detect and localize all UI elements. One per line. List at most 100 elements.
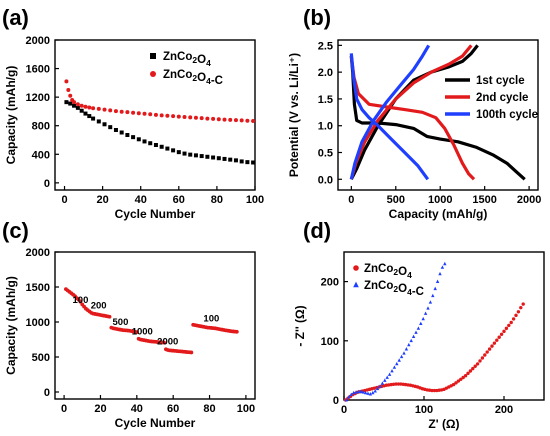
data-point bbox=[478, 359, 482, 363]
data-point bbox=[148, 141, 153, 146]
data-point bbox=[182, 115, 187, 119]
rate-annotation: 500 bbox=[113, 317, 129, 328]
data-point bbox=[176, 150, 181, 155]
x-tick-label: 100 bbox=[246, 194, 264, 206]
data-point bbox=[188, 115, 193, 120]
data-point bbox=[385, 375, 389, 379]
data-point bbox=[378, 384, 382, 388]
data-point bbox=[193, 115, 198, 120]
x-axis-label: Cycle Number bbox=[115, 207, 196, 221]
data-point bbox=[395, 361, 399, 366]
data-point bbox=[113, 109, 118, 114]
data-point bbox=[108, 108, 113, 113]
data-point bbox=[475, 362, 480, 366]
data-point bbox=[79, 108, 84, 113]
data-point bbox=[499, 332, 504, 336]
rate-annotation: 200 bbox=[91, 301, 107, 312]
data-point bbox=[347, 395, 351, 399]
data-point bbox=[68, 101, 73, 106]
data-point bbox=[502, 329, 506, 334]
x-tick-label: 0 bbox=[341, 404, 347, 416]
data-point bbox=[165, 113, 170, 118]
y-tick-label: 0 bbox=[333, 395, 339, 407]
legend-entry: ZnCo2O4 bbox=[163, 51, 211, 68]
data-point bbox=[159, 144, 164, 149]
x-tick-label: 0 bbox=[348, 194, 354, 206]
data-point bbox=[251, 160, 256, 165]
data-point bbox=[245, 160, 250, 165]
data-point bbox=[131, 135, 136, 140]
data-point bbox=[407, 342, 411, 347]
data-point bbox=[233, 118, 238, 123]
series-line bbox=[349, 55, 476, 181]
data-point bbox=[211, 155, 216, 160]
data-point bbox=[251, 119, 256, 123]
y-tick-label: 0 bbox=[44, 387, 50, 399]
data-point bbox=[368, 392, 373, 396]
data-point bbox=[64, 100, 69, 105]
data-point bbox=[516, 310, 521, 314]
data-point bbox=[416, 326, 421, 330]
x-tick-label: 20 bbox=[94, 403, 106, 415]
plot-frame bbox=[337, 39, 539, 191]
data-point bbox=[383, 378, 387, 382]
data-point bbox=[521, 302, 525, 306]
x-tick-label: 80 bbox=[211, 194, 223, 206]
data-point bbox=[432, 388, 437, 393]
data-point bbox=[414, 330, 418, 334]
data-point bbox=[473, 364, 477, 368]
data-point bbox=[390, 368, 394, 373]
data-point bbox=[199, 116, 204, 121]
y-tick-label: 1600 bbox=[26, 64, 50, 76]
data-point bbox=[443, 261, 447, 266]
data-point bbox=[96, 106, 101, 111]
data-point bbox=[150, 71, 156, 77]
panel-label: (d) bbox=[303, 218, 331, 243]
data-point bbox=[102, 107, 107, 112]
data-point bbox=[397, 358, 401, 362]
data-point bbox=[189, 350, 194, 355]
x-tick-label: 100 bbox=[415, 404, 433, 416]
data-point bbox=[349, 392, 353, 397]
data-point bbox=[68, 93, 73, 98]
series-line bbox=[349, 44, 479, 181]
x-tick-label: 20 bbox=[96, 194, 108, 206]
series-line bbox=[349, 44, 431, 180]
data-point bbox=[245, 118, 250, 123]
data-point bbox=[480, 356, 485, 360]
x-tick-label: 0 bbox=[61, 403, 67, 415]
series-line bbox=[349, 55, 526, 181]
x-tick-label: 200 bbox=[495, 404, 513, 416]
data-point bbox=[468, 369, 473, 373]
data-point bbox=[171, 148, 176, 153]
data-point bbox=[91, 106, 96, 111]
data-point bbox=[451, 382, 456, 387]
y-tick-label: 0.0 bbox=[318, 174, 333, 186]
y-tick-label: 0.5 bbox=[318, 148, 333, 160]
data-point bbox=[431, 293, 435, 298]
data-point bbox=[454, 381, 458, 385]
x-tick-label: 60 bbox=[173, 194, 185, 206]
plot-frame bbox=[54, 251, 256, 400]
y-tick-label: 1200 bbox=[26, 92, 50, 104]
data-point bbox=[205, 116, 210, 121]
data-point bbox=[205, 154, 210, 159]
legend-entry: ZnCo2O4 bbox=[364, 263, 412, 280]
data-point bbox=[435, 279, 440, 283]
data-point bbox=[423, 311, 428, 315]
data-point bbox=[136, 111, 141, 116]
panel-label: (b) bbox=[303, 5, 331, 30]
x-axis-label: Cycle Number bbox=[115, 416, 196, 430]
data-point bbox=[483, 353, 487, 357]
data-point bbox=[366, 391, 370, 395]
data-point bbox=[430, 388, 434, 393]
x-tick-label: 1500 bbox=[472, 194, 496, 206]
legend-entry: 100th cycle bbox=[476, 109, 538, 121]
data-point bbox=[487, 347, 492, 351]
data-point bbox=[392, 365, 397, 369]
data-point bbox=[72, 100, 77, 105]
plot-frame bbox=[54, 39, 256, 191]
data-point bbox=[509, 320, 513, 325]
data-point bbox=[514, 313, 518, 318]
data-point bbox=[239, 118, 244, 123]
